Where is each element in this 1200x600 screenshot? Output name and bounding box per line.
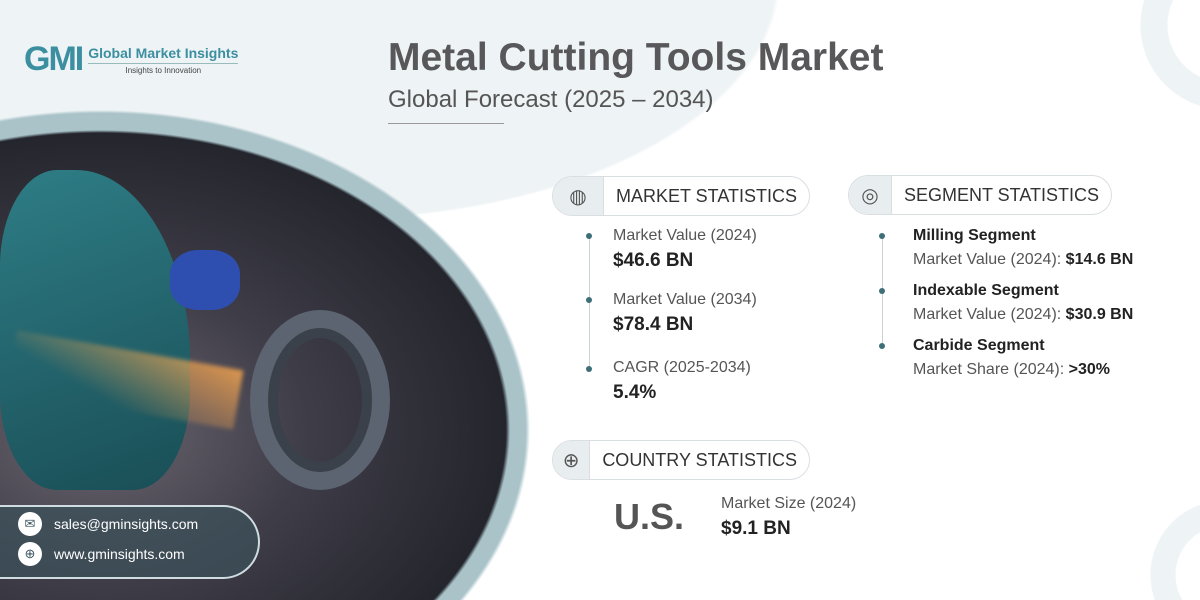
title-underline (388, 123, 504, 124)
segment-statistics-header: ◎ SEGMENT STATISTICS (848, 175, 1112, 215)
bullet (586, 233, 592, 239)
bullet (586, 297, 592, 303)
brand-name: Global Market Insights (88, 45, 239, 64)
globe-icon: ⊕ (553, 441, 590, 479)
website-contact[interactable]: ⊕ www.gminsights.com (0, 534, 260, 574)
segment-label: Market Value (2024): (913, 306, 1062, 323)
stat-value: 5.4% (613, 382, 657, 403)
country-stat-label: Market Size (2024) (721, 495, 857, 512)
segment-stat: Market Share (2024): >30% (913, 361, 1110, 379)
bullet (879, 233, 885, 239)
stat-label: Market Value (2024) (613, 227, 757, 244)
country-name: U.S. (614, 496, 685, 537)
bullet (879, 288, 885, 294)
segment-name: Milling Segment (913, 227, 1036, 244)
timeline-line (589, 236, 590, 370)
stat-label: Market Value (2034) (613, 291, 757, 308)
section-heading: SEGMENT STATISTICS (890, 176, 1111, 214)
section-heading: COUNTRY STATISTICS (589, 441, 809, 479)
stat-value: $78.4 BN (613, 314, 694, 335)
stat-label: CAGR (2025-2034) (613, 359, 751, 376)
globe-icon: ⊕ (18, 542, 42, 566)
worker-figure (0, 170, 190, 490)
chart-globe-icon: ◍ (553, 177, 603, 215)
gmi-logo: GMI Global Market Insights Insights to I… (24, 40, 239, 79)
segment-label: Market Value (2024): (913, 251, 1062, 268)
email-link[interactable]: sales@gminsights.com (54, 516, 199, 532)
section-heading: MARKET STATISTICS (602, 177, 809, 215)
segment-label: Market Share (2024): (913, 361, 1065, 378)
segment-value: $30.9 BN (1065, 306, 1134, 323)
glove (170, 250, 240, 310)
segment-value: >30% (1068, 361, 1111, 378)
segment-name: Carbide Segment (913, 337, 1045, 354)
segment-stat: Market Value (2024): $14.6 BN (913, 251, 1133, 269)
country-stat-value: $9.1 BN (721, 518, 791, 539)
segment-stat: Market Value (2024): $30.9 BN (913, 306, 1133, 324)
email-icon: ✉ (18, 512, 42, 536)
bullet (879, 343, 885, 349)
metal-coil (250, 310, 390, 490)
segment-value: $14.6 BN (1065, 251, 1134, 268)
brand-tagline: Insights to Innovation (125, 65, 202, 75)
logo-mark: GMI (24, 40, 84, 78)
decorative-ring (1100, 500, 1200, 600)
contact-box (0, 505, 260, 579)
target-chart-icon: ◎ (849, 176, 891, 214)
email-contact[interactable]: ✉ sales@gminsights.com (0, 504, 260, 544)
country-statistics-header: ⊕ COUNTRY STATISTICS (552, 440, 810, 480)
page-subtitle: Global Forecast (2025 – 2034) (388, 86, 714, 113)
segment-name: Indexable Segment (913, 282, 1059, 299)
decorative-ring (1090, 0, 1200, 110)
stat-value: $46.6 BN (613, 250, 694, 271)
page-title: Metal Cutting Tools Market (388, 36, 884, 79)
website-link[interactable]: www.gminsights.com (54, 546, 185, 562)
bullet (586, 366, 592, 372)
market-statistics-header: ◍ MARKET STATISTICS (552, 176, 810, 216)
